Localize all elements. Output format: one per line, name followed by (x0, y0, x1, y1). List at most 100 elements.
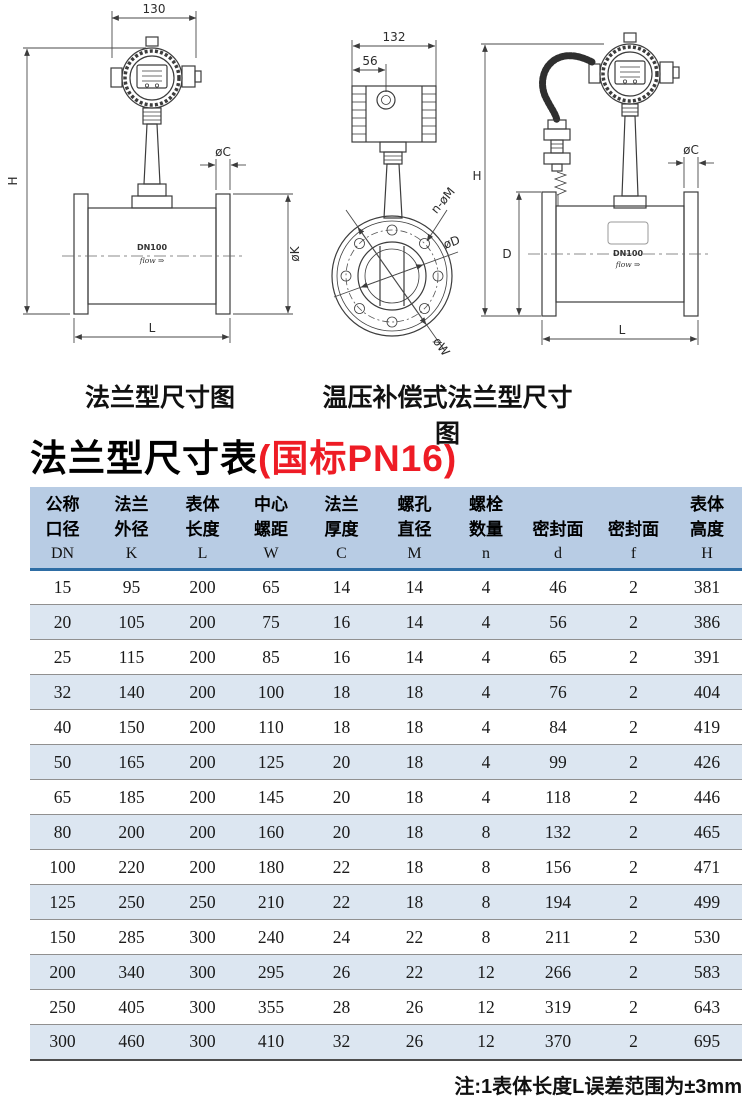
header-line1: 中心 (254, 495, 288, 514)
cell-f: 2 (629, 961, 638, 982)
dim-label-length-tp: L (619, 323, 626, 337)
cell-c: 18 (332, 716, 351, 737)
cell-k: 220 (118, 856, 145, 877)
header-symbol: C (336, 545, 347, 562)
header-symbol: W (263, 545, 279, 562)
technical-drawings: 130 H DN100 flow ⇒ øC (6, 2, 714, 359)
header-line1: 公称 (45, 495, 80, 514)
table-row: 15 95 200 65 14 14 4 46 2 381 (30, 569, 742, 605)
cell-l: 200 (189, 856, 216, 877)
cell-n: 4 (481, 577, 491, 597)
column-header: 密封面 f (595, 487, 672, 571)
body-size-label: DN100 (137, 243, 167, 252)
dim-label-flange-thickness-tp: øC (683, 143, 699, 157)
cell-h: 386 (693, 611, 721, 632)
cell-l: 300 (189, 926, 216, 947)
table-row: 250 405 300 355 28 26 12 319 2 643 (30, 989, 742, 1025)
cell-w: 145 (257, 786, 285, 807)
cell-k: 185 (118, 786, 145, 807)
cell-f: 2 (629, 786, 638, 807)
cell-w: 410 (257, 1031, 285, 1052)
dim-label-flange-thickness: øC (215, 145, 231, 159)
cell-n: 8 (481, 891, 491, 912)
column-header: 公称 口径 DN (30, 487, 95, 571)
cell-f: 2 (629, 681, 638, 702)
cell-d: 76 (549, 681, 567, 702)
header-symbol: H (701, 545, 713, 562)
cell-l: 200 (189, 821, 216, 842)
title-main: 法兰型尺寸表 (30, 438, 258, 479)
cell-k: 405 (118, 996, 145, 1017)
cell-d: 132 (544, 821, 572, 842)
cell-n: 8 (481, 856, 491, 877)
flow-direction-label-tp: flow ⇒ (615, 260, 641, 269)
cell-f: 2 (629, 926, 638, 947)
header-line2: 数量 (469, 520, 503, 539)
cell-h: 446 (693, 786, 721, 807)
cell-m: 18 (405, 716, 424, 737)
cell-n: 4 (481, 786, 491, 807)
cell-l: 200 (189, 646, 216, 667)
dim-label-bore-diameter: øD (441, 233, 461, 252)
table-row: 125 250 250 210 22 18 8 194 2 499 (30, 884, 742, 920)
cell-c: 28 (332, 996, 351, 1017)
cell-m: 18 (405, 681, 424, 702)
cell-m: 18 (405, 786, 424, 807)
cell-f: 2 (629, 996, 638, 1017)
cell-n: 12 (477, 996, 495, 1017)
header-line1: 螺孔 (397, 495, 432, 514)
header-line2: 直径 (397, 520, 432, 539)
cell-w: 110 (258, 716, 284, 737)
header-line2: 长度 (185, 520, 220, 539)
cell-k: 285 (118, 926, 145, 947)
drawing-flange-face: 132 56 (331, 30, 462, 359)
column-header: 表体 长度 L (168, 487, 237, 571)
cell-dn: 100 (49, 856, 76, 877)
cell-d: 99 (549, 751, 567, 772)
cell-c: 22 (332, 891, 351, 912)
dim-label-outer-diameter: øW (430, 335, 453, 359)
cell-w: 125 (257, 751, 285, 772)
header-symbol: DN (50, 545, 75, 562)
cell-f: 2 (629, 1031, 638, 1052)
table-row: 200 340 300 295 26 22 12 266 2 583 (30, 954, 742, 990)
header-line2: 密封面 (532, 520, 584, 539)
cell-dn: 65 (53, 786, 72, 807)
cell-dn: 20 (53, 611, 72, 632)
flow-direction-label: flow ⇒ (139, 256, 165, 265)
body-size-label-tp: DN100 (613, 249, 643, 258)
header-symbol: M (407, 545, 422, 562)
cell-l: 200 (189, 786, 216, 807)
dim-label-bolt-holes: n-øM (428, 185, 458, 217)
cell-dn: 125 (49, 891, 76, 912)
cell-m: 22 (405, 961, 424, 982)
cell-l: 300 (189, 996, 216, 1017)
cell-dn: 15 (53, 577, 72, 597)
cell-d: 84 (549, 716, 567, 737)
cell-f: 2 (629, 751, 638, 772)
cell-dn: 80 (53, 821, 72, 842)
cell-dn: 40 (53, 716, 72, 737)
cell-k: 460 (118, 1031, 145, 1052)
cell-d: 65 (549, 646, 567, 667)
cell-d: 319 (544, 996, 572, 1017)
cell-h: 404 (693, 681, 721, 702)
page-title: 法兰型尺寸表(国标PN16) (30, 428, 457, 482)
header-symbol: L (197, 545, 208, 562)
table-row: 65 185 200 145 20 18 4 118 2 446 (30, 779, 742, 815)
cell-w: 100 (257, 681, 285, 702)
cell-m: 22 (405, 926, 424, 947)
cell-h: 530 (693, 926, 721, 947)
title-highlight: (国标PN16) (258, 438, 458, 479)
cell-n: 4 (481, 646, 491, 667)
cell-n: 4 (481, 611, 491, 632)
dim-label-flange-diameter: øK (288, 245, 302, 261)
dimension-table: 公称 口径 DN 法兰 外径 K 表体 长度 L (30, 487, 742, 1061)
cell-f: 2 (629, 891, 638, 912)
cell-k: 150 (118, 716, 145, 737)
cell-n: 12 (477, 1031, 495, 1052)
cell-c: 20 (332, 751, 351, 772)
column-header: 密封面 d (521, 487, 595, 571)
table-row: 32 140 200 100 18 18 4 76 2 404 (30, 674, 742, 710)
table-row: 50 165 200 125 20 18 4 99 2 426 (30, 744, 742, 780)
